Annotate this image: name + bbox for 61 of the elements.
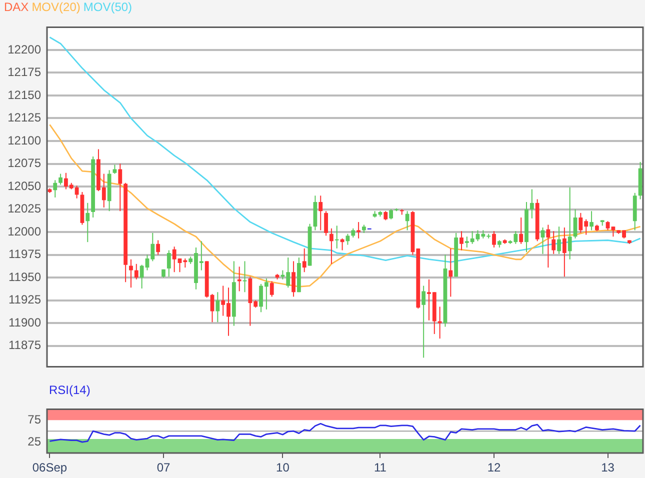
- y-tick-label: 75: [28, 412, 42, 426]
- candlestick: [53, 180, 58, 198]
- candlestick: [540, 227, 545, 254]
- x-tick-label: 11: [374, 460, 387, 475]
- candlestick: [552, 230, 556, 254]
- candlestick: [58, 173, 62, 186]
- y-tick-label: 11975: [8, 247, 42, 262]
- candlestick: [448, 248, 453, 298]
- chart-title: RSI(14): [49, 383, 90, 397]
- candlestick: [530, 188, 534, 219]
- candlestick: [460, 230, 464, 251]
- y-tick-label: 12050: [8, 178, 42, 193]
- candlestick: [519, 216, 524, 244]
- candlestick: [330, 228, 334, 264]
- y-tick-label: 11875: [8, 338, 42, 352]
- y-tick-label: 12175: [8, 65, 42, 80]
- x-tick-label: 13: [601, 460, 615, 475]
- y-tick-label: 11950: [8, 270, 42, 284]
- candlestick: [384, 210, 388, 221]
- candlestick: [590, 210, 594, 231]
- y-tick-label: 12150: [8, 88, 42, 102]
- candlestick: [112, 164, 117, 174]
- candlestick: [356, 222, 360, 239]
- candlestick: [334, 225, 339, 249]
- candlestick: [422, 285, 426, 358]
- y-tick-label: 12075: [8, 156, 42, 170]
- candlestick: [118, 163, 122, 212]
- y-tick-label: 11925: [8, 292, 42, 307]
- x-tick-label: 06Sep: [32, 460, 68, 475]
- candlestick: [568, 186, 572, 260]
- candlestick: [318, 195, 323, 231]
- y-tick-label: 12000: [8, 224, 42, 238]
- x-tick-label: 12: [487, 460, 501, 475]
- x-tick-label: 07: [156, 460, 170, 475]
- y-tick-label: 12100: [8, 133, 42, 148]
- candlestick: [134, 263, 138, 280]
- y-tick-label: 12125: [8, 110, 42, 125]
- candlestick: [405, 210, 410, 231]
- text: MOV(20): [32, 0, 80, 14]
- candlestick: [270, 280, 274, 298]
- x-tick-label: 10: [276, 460, 290, 475]
- candlestick: [562, 227, 566, 278]
- candlestick: [302, 248, 306, 273]
- y-tick-label: 12025: [8, 202, 42, 216]
- y-tick-label: 25: [28, 434, 42, 448]
- chart-title: DAX: [4, 0, 29, 14]
- candlestick: [216, 292, 220, 323]
- candlestick: [351, 228, 356, 238]
- candlestick: [557, 226, 561, 254]
- candlestick: [166, 250, 171, 278]
- text: MOV(50): [83, 0, 132, 14]
- candlestick: [129, 258, 133, 288]
- candlestick: [346, 233, 350, 246]
- candlestick: [292, 260, 296, 298]
- candlestick: [546, 224, 550, 268]
- candlestick: [324, 210, 328, 236]
- candlestick: [492, 230, 496, 248]
- y-tick-label: 11900: [8, 315, 42, 330]
- y-tick-label: 12200: [8, 42, 42, 56]
- candlestick: [156, 240, 160, 256]
- candlestick: [86, 202, 90, 243]
